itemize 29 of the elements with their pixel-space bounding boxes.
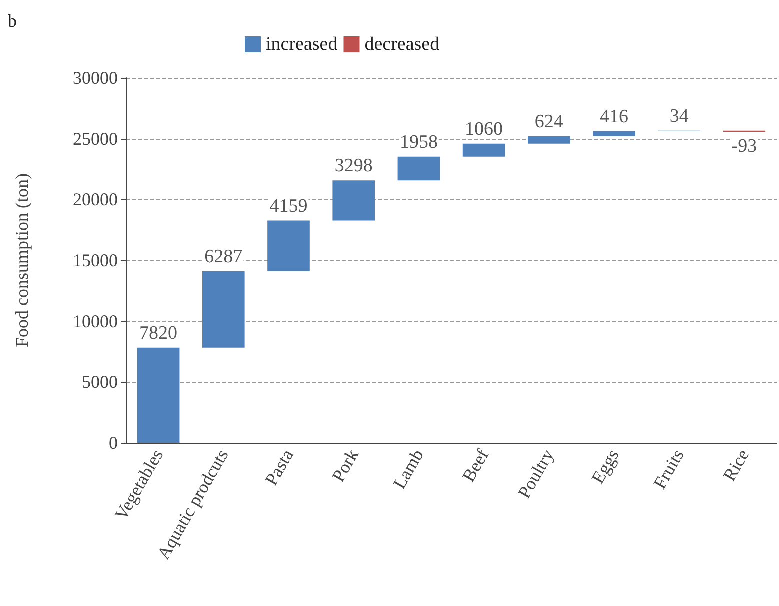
y-tick-label: 5000: [82, 372, 118, 392]
data-label: 1958: [400, 132, 438, 153]
y-tick-label: 30000: [73, 68, 118, 88]
bar: [398, 156, 440, 181]
y-tick-label: 25000: [73, 128, 118, 149]
data-label: 416: [600, 106, 628, 128]
data-label: 3298: [334, 156, 373, 177]
legend-label: decreased: [364, 34, 440, 55]
data-label: 1060: [465, 118, 504, 140]
data-label: -93: [732, 136, 758, 157]
legend-label: increased: [266, 34, 338, 55]
y-tick-label: 20000: [73, 190, 118, 210]
bar: [268, 220, 310, 272]
bar: [528, 136, 570, 144]
data-label: 6287: [204, 246, 243, 268]
data-label: 7820: [140, 322, 178, 344]
text: b: [8, 11, 17, 31]
y-tick-label: 10000: [73, 311, 118, 332]
y-tick-label: 0: [109, 433, 118, 453]
y-axis-title: Food consumption (ton): [12, 173, 32, 348]
data-label: 624: [534, 111, 564, 132]
data-label: 4159: [270, 196, 308, 217]
bar: [332, 180, 376, 221]
data-label: 34: [670, 106, 690, 127]
bar: [462, 144, 506, 157]
bar: [202, 271, 245, 348]
bar: [593, 131, 636, 136]
bar: [137, 348, 180, 443]
y-tick-label: 15000: [73, 250, 118, 270]
